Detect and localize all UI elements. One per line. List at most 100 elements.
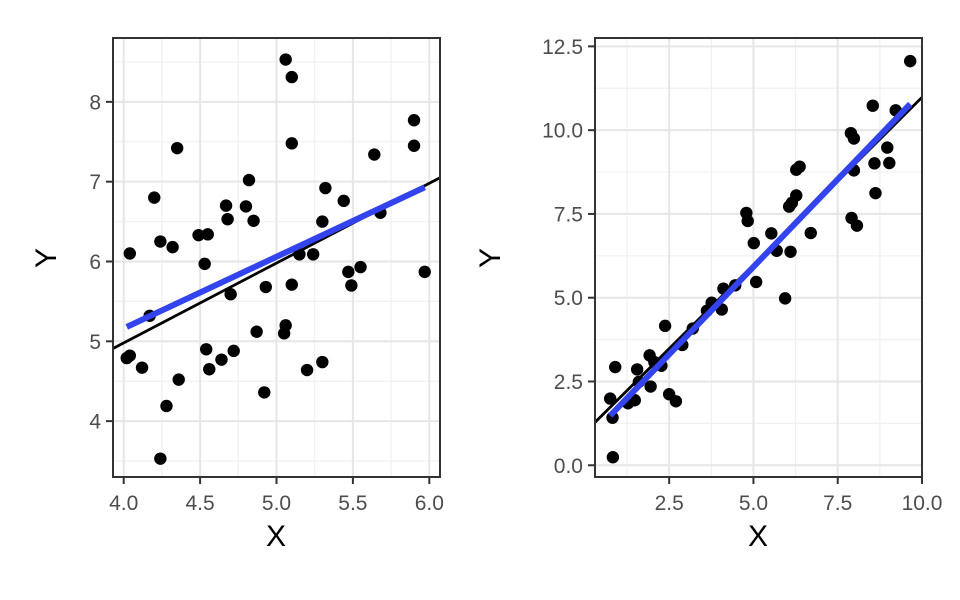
data-point: [883, 156, 896, 170]
data-point: [192, 228, 205, 242]
data-point: [904, 54, 917, 68]
data-point: [319, 181, 332, 195]
x-tick-label: 6.0: [415, 492, 444, 515]
data-point: [279, 319, 292, 332]
data-point: [658, 319, 672, 333]
y-tick-label: 7: [89, 171, 101, 194]
panel-left: 4.0 4.5 5.0 5.5 6.0 4 5 6 7 8 X Y: [30, 37, 444, 553]
x-tick-label: 4.5: [185, 492, 214, 515]
data-point: [285, 137, 298, 150]
data-point: [784, 245, 797, 259]
data-point: [609, 360, 622, 374]
data-point: [285, 70, 298, 84]
y-axis-title: Y: [30, 248, 63, 268]
data-point: [793, 160, 806, 173]
plot-area: [113, 53, 440, 465]
data-point: [215, 353, 228, 366]
x-axis-title: X: [266, 520, 286, 553]
x-tick-label: 5.0: [739, 492, 768, 515]
y-tick-label: 12.5: [542, 36, 583, 59]
data-point: [630, 363, 644, 376]
data-point: [221, 212, 234, 226]
data-point: [148, 191, 161, 204]
points: [120, 53, 431, 465]
data-point: [154, 235, 167, 248]
data-point: [316, 215, 329, 228]
data-point: [154, 452, 167, 465]
fit-line: [125, 184, 426, 330]
data-point: [881, 141, 894, 154]
data-point: [123, 349, 137, 362]
data-point: [407, 139, 421, 152]
x-axis-title: X: [748, 520, 768, 553]
y-tick-label: 4: [89, 411, 101, 434]
data-point: [669, 395, 683, 408]
data-point: [603, 392, 617, 405]
y-tick-label: 10.0: [542, 120, 583, 143]
x-tick-label: 2.5: [655, 492, 684, 515]
plot-area: [595, 54, 922, 464]
data-point: [850, 219, 864, 232]
data-point: [741, 214, 754, 228]
y-tick-label: 5.0: [554, 287, 583, 310]
data-point: [166, 240, 179, 254]
x-tick-label: 5.0: [262, 492, 291, 515]
y-tick-label: 6: [89, 251, 101, 274]
data-point: [239, 200, 253, 213]
data-point: [123, 247, 137, 260]
data-point: [300, 363, 314, 377]
grid: [595, 38, 922, 477]
data-point: [866, 99, 879, 112]
data-point: [418, 265, 431, 279]
data-point: [160, 399, 173, 413]
x-tick-label: 7.5: [823, 492, 852, 515]
data-point: [869, 186, 882, 200]
data-point: [242, 173, 256, 187]
grid: [113, 38, 440, 477]
data-point: [606, 451, 620, 464]
fit-line: [608, 101, 913, 418]
x-tick-label: 4.0: [109, 492, 138, 515]
data-point: [847, 132, 861, 145]
data-point: [306, 248, 320, 261]
data-point: [749, 275, 763, 289]
data-point: [368, 148, 381, 161]
data-point: [342, 265, 355, 279]
data-point: [804, 226, 817, 240]
data-point: [285, 278, 298, 291]
data-point: [250, 325, 263, 338]
y-tick-label: 0.0: [554, 455, 583, 478]
data-point: [407, 114, 421, 127]
data-point: [293, 248, 306, 261]
data-point: [790, 189, 803, 202]
y-tick-label: 2.5: [554, 371, 583, 394]
data-point: [198, 257, 211, 271]
y-axis-title: Y: [474, 248, 507, 268]
data-point: [747, 236, 760, 250]
data-point: [337, 194, 350, 208]
data-point: [135, 361, 149, 374]
panel-right: 2.5 5.0 7.5 10.0 0.0 2.5 5.0 7.5 10.0 12.5 X Y: [474, 36, 943, 553]
y-tick-label: 8: [89, 91, 101, 114]
data-point: [354, 260, 367, 274]
data-point: [227, 344, 240, 358]
data-point: [170, 141, 184, 155]
y-tick-label: 7.5: [554, 203, 583, 226]
data-point: [201, 228, 214, 241]
data-point: [778, 292, 792, 305]
data-point: [868, 157, 881, 170]
data-point: [258, 386, 271, 399]
data-point: [224, 288, 237, 301]
data-point: [203, 363, 216, 376]
data-point: [765, 227, 778, 240]
data-point: [316, 355, 329, 369]
data-point: [247, 214, 260, 227]
data-point: [259, 280, 273, 294]
x-tick-label: 5.5: [338, 492, 367, 515]
data-point: [345, 279, 358, 292]
data-point: [200, 343, 213, 356]
x-tick-label: 10.0: [902, 492, 943, 515]
data-point: [279, 53, 292, 66]
y-tick-label: 5: [89, 331, 101, 354]
